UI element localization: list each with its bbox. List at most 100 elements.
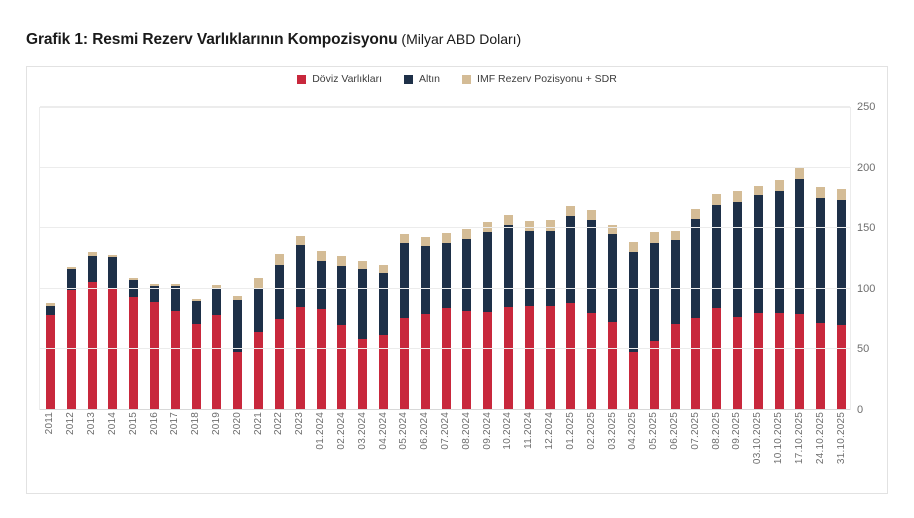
bar-segment bbox=[233, 351, 243, 410]
bar-segment bbox=[524, 305, 534, 410]
legend-item[interactable]: Altın bbox=[404, 73, 440, 85]
bar-group[interactable] bbox=[233, 296, 243, 410]
bar-group[interactable] bbox=[837, 189, 847, 410]
bar-group[interactable] bbox=[170, 283, 180, 410]
bar-segment bbox=[545, 305, 555, 410]
bar-group[interactable] bbox=[45, 303, 55, 410]
bar-group[interactable] bbox=[295, 235, 305, 410]
bar-group[interactable] bbox=[379, 264, 389, 410]
bar-segment bbox=[545, 230, 555, 306]
x-axis-tick-label: 07.2024 bbox=[440, 412, 451, 450]
plot-area bbox=[39, 106, 851, 410]
bar-segment bbox=[45, 315, 55, 410]
x-axis-labels: 2011 2012 2013 2014 2015 2016 2017 2018 2019 2020… bbox=[39, 412, 851, 492]
bar-segment bbox=[274, 319, 284, 410]
bar-segment bbox=[462, 310, 472, 410]
bar-segment bbox=[170, 286, 180, 311]
bar-group[interactable] bbox=[628, 241, 638, 410]
x-axis-tick-label: 12.2024 bbox=[544, 412, 556, 450]
bar-segment bbox=[816, 197, 826, 323]
bar-group[interactable] bbox=[150, 283, 159, 410]
gridline bbox=[40, 348, 850, 350]
bar-group[interactable] bbox=[462, 229, 472, 410]
bar-segment bbox=[649, 340, 659, 410]
bar-segment bbox=[837, 189, 847, 201]
legend-item[interactable]: Döviz Varlıkları bbox=[297, 73, 382, 85]
x-axis-tick-label: 03.2024 bbox=[356, 412, 368, 450]
bar-segment bbox=[150, 283, 159, 287]
bar-segment bbox=[441, 242, 451, 309]
bar-group[interactable] bbox=[212, 285, 222, 410]
x-axis-tick-label: 2014 bbox=[106, 412, 118, 436]
bar-group[interactable] bbox=[399, 234, 409, 410]
bars-layer bbox=[40, 108, 850, 410]
bar-segment bbox=[524, 220, 534, 231]
x-axis-tick-label: 09.2025 bbox=[731, 412, 743, 450]
bar-segment bbox=[316, 260, 326, 310]
bar-segment bbox=[399, 317, 409, 410]
bar-group[interactable] bbox=[816, 187, 826, 410]
bar-segment bbox=[837, 325, 847, 410]
bar-group[interactable] bbox=[87, 252, 97, 410]
bar-group[interactable] bbox=[274, 253, 284, 410]
bar-segment bbox=[670, 240, 680, 324]
x-axis-tick-label: 05.2024 bbox=[398, 412, 410, 450]
bar-segment bbox=[441, 308, 451, 410]
bar-segment bbox=[670, 230, 680, 241]
bar-group[interactable] bbox=[608, 224, 618, 410]
bar-group[interactable] bbox=[545, 219, 555, 410]
x-axis-tick-label: 2016 bbox=[148, 412, 160, 436]
bar-group[interactable] bbox=[483, 222, 493, 410]
bar-group[interactable] bbox=[753, 185, 763, 410]
bar-group[interactable] bbox=[670, 230, 680, 410]
gridline bbox=[40, 227, 850, 229]
bar-group[interactable] bbox=[524, 220, 534, 410]
bar-segment bbox=[587, 313, 597, 410]
bar-group[interactable] bbox=[503, 214, 513, 410]
bar-segment bbox=[608, 321, 618, 410]
x-axis-tick-label: 01.2024 bbox=[315, 412, 327, 450]
y-axis-tick-label: 100 bbox=[857, 282, 876, 295]
bar-segment bbox=[691, 218, 701, 318]
x-axis-tick-label: 24.10.2025 bbox=[814, 412, 826, 465]
bar-group[interactable] bbox=[732, 190, 742, 410]
bar-segment bbox=[670, 323, 680, 410]
bar-segment bbox=[129, 297, 139, 410]
bar-group[interactable] bbox=[337, 256, 347, 410]
bar-group[interactable] bbox=[795, 167, 805, 410]
x-axis-tick-label: 08.2025 bbox=[710, 412, 722, 450]
bar-segment bbox=[712, 205, 722, 309]
bar-group[interactable] bbox=[774, 179, 784, 410]
bar-group[interactable] bbox=[712, 194, 722, 410]
bar-group[interactable] bbox=[129, 277, 139, 410]
bar-group[interactable] bbox=[191, 298, 201, 410]
bar-group[interactable] bbox=[420, 236, 430, 410]
bar-group[interactable] bbox=[316, 251, 326, 410]
bar-segment bbox=[108, 254, 118, 258]
x-axis-tick-label: 2019 bbox=[210, 412, 222, 436]
bar-segment bbox=[753, 185, 763, 196]
bar-group[interactable] bbox=[108, 254, 118, 410]
bar-segment bbox=[254, 287, 264, 333]
legend-item-label: IMF Rezerv Pozisyonu + SDR bbox=[477, 73, 617, 85]
x-axis-tick-label: 06.2025 bbox=[669, 412, 681, 450]
bar-segment bbox=[816, 187, 826, 198]
bar-segment bbox=[129, 280, 139, 298]
bar-segment bbox=[170, 310, 180, 410]
bar-segment bbox=[191, 298, 201, 301]
bar-group[interactable] bbox=[649, 231, 659, 410]
bar-group[interactable] bbox=[441, 233, 451, 410]
bar-segment bbox=[274, 253, 284, 265]
bar-segment bbox=[503, 224, 513, 307]
bar-group[interactable] bbox=[358, 260, 368, 410]
bar-group[interactable] bbox=[566, 206, 576, 410]
bar-group[interactable] bbox=[587, 210, 597, 410]
bar-segment bbox=[816, 322, 826, 410]
x-axis-tick-label: 09.2024 bbox=[481, 412, 493, 450]
bar-segment bbox=[87, 281, 97, 410]
bar-group[interactable] bbox=[254, 277, 264, 410]
bar-group[interactable] bbox=[66, 267, 76, 410]
legend-item[interactable]: IMF Rezerv Pozisyonu + SDR bbox=[462, 73, 617, 85]
bar-group[interactable] bbox=[691, 208, 701, 410]
